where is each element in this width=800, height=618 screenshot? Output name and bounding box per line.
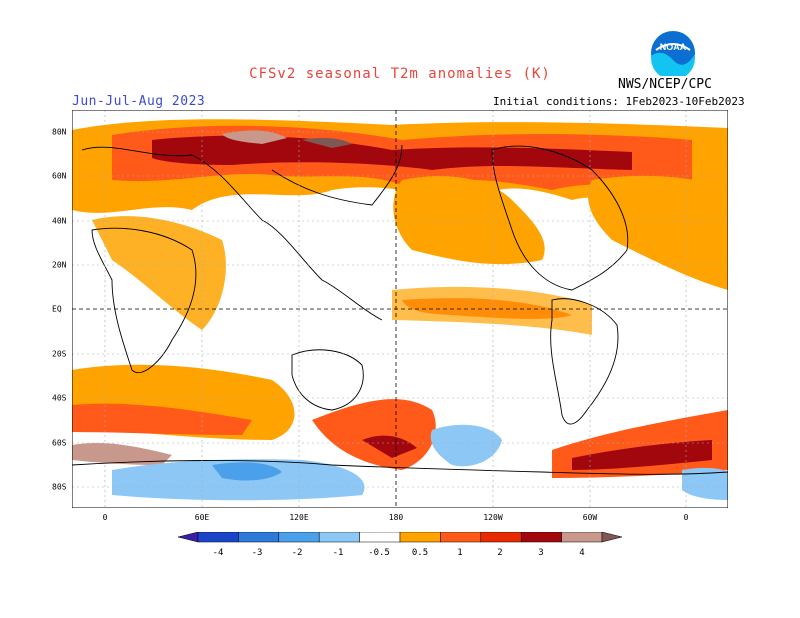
coast-eurasia: [81, 144, 403, 321]
anomaly-region-taimyr: [302, 137, 352, 148]
lat-tick: EQ: [52, 304, 62, 314]
colorbar-swatch: [359, 532, 401, 543]
lon-tick: 180: [388, 513, 404, 522]
anomaly-map: [72, 110, 728, 508]
colorbar-swatch: [561, 532, 603, 543]
anomaly-region-weddell-cool: [682, 467, 728, 500]
coast-africa: [91, 227, 197, 374]
anomaly-region-west-antarctic: [72, 443, 172, 465]
anomaly-region-southeast-pacific-cool: [430, 424, 502, 467]
colorbar-label: -3: [251, 548, 263, 558]
colorbar: [177, 532, 623, 543]
lat-tick: 60S: [52, 438, 67, 448]
colorbar-swatch: [318, 532, 360, 543]
anomaly-region-siberia-core: [152, 135, 632, 170]
lon-tick: 120E: [289, 513, 309, 522]
anomaly-region-antarctic-cool-core: [212, 462, 282, 481]
equator-dateline: [72, 110, 728, 508]
coast-antarctica: [72, 460, 728, 475]
anomaly-region-north-atlantic: [588, 175, 728, 290]
colorbar-swatch: [197, 532, 239, 543]
coast-north-america: [491, 145, 629, 291]
lat-tick: 40N: [52, 216, 67, 226]
anomaly-region-south-pacific-w-core: [362, 435, 417, 458]
anomaly-region-south-indian-core: [72, 403, 252, 435]
colorbar-label: 3: [538, 548, 544, 558]
colorbar-swatch: [480, 532, 522, 543]
colorbar-label: 4: [579, 548, 585, 558]
graticule: [72, 110, 728, 508]
colorbar-arrow-low: [177, 532, 199, 543]
colorbar-label: 1: [457, 548, 463, 558]
anomaly-region-enso-broad: [392, 286, 592, 335]
lon-tick: 0: [683, 513, 689, 522]
anomaly-region-africa: [92, 216, 226, 330]
lat-tick: 60N: [52, 171, 67, 181]
colorbar-arrow-high: [601, 532, 623, 543]
coast-australia: [291, 349, 364, 411]
initial-conditions: Initial conditions: 1Feb2023-10Feb2023: [493, 95, 745, 108]
anomaly-region-north-pacific: [393, 176, 545, 265]
colorbar-swatch: [520, 532, 562, 543]
colorbar-label: 2: [497, 548, 503, 558]
colorbar-label: -1: [332, 548, 344, 558]
map-title: CFSv2 seasonal T2m anomalies (K): [249, 66, 551, 82]
colorbar-label: -2: [291, 548, 303, 558]
logo-text: NOAA: [660, 42, 687, 52]
anomaly-region-south-atlantic-core: [572, 440, 712, 470]
colorbar-label: -0.5: [368, 548, 390, 558]
coastlines: [72, 144, 728, 475]
lat-tick: 20N: [52, 260, 67, 270]
coast-south-america: [550, 298, 619, 425]
noaa-logo: NOAA: [651, 31, 695, 76]
lon-tick: 0: [102, 513, 108, 522]
agency-label: NWS/NCEP/CPC: [618, 77, 712, 92]
lat-tick: 20S: [52, 349, 67, 359]
lon-tick: 120W: [483, 513, 503, 522]
lat-tick: 40S: [52, 393, 67, 403]
colorbar-swatch: [278, 532, 320, 543]
lon-tick: 60W: [582, 513, 598, 522]
lat-tick: 80S: [52, 482, 67, 492]
colorbar-swatch: [399, 532, 441, 543]
colorbar-swatch: [238, 532, 280, 543]
anomaly-region-siberia-peak: [222, 130, 287, 144]
season-label: Jun-Jul-Aug 2023: [72, 94, 206, 109]
colorbar-label: 0.5: [411, 548, 429, 558]
colorbar-swatch: [440, 532, 482, 543]
colorbar-label: -4: [212, 548, 224, 558]
lat-tick: 80N: [52, 127, 67, 137]
lon-tick: 60E: [194, 513, 210, 522]
